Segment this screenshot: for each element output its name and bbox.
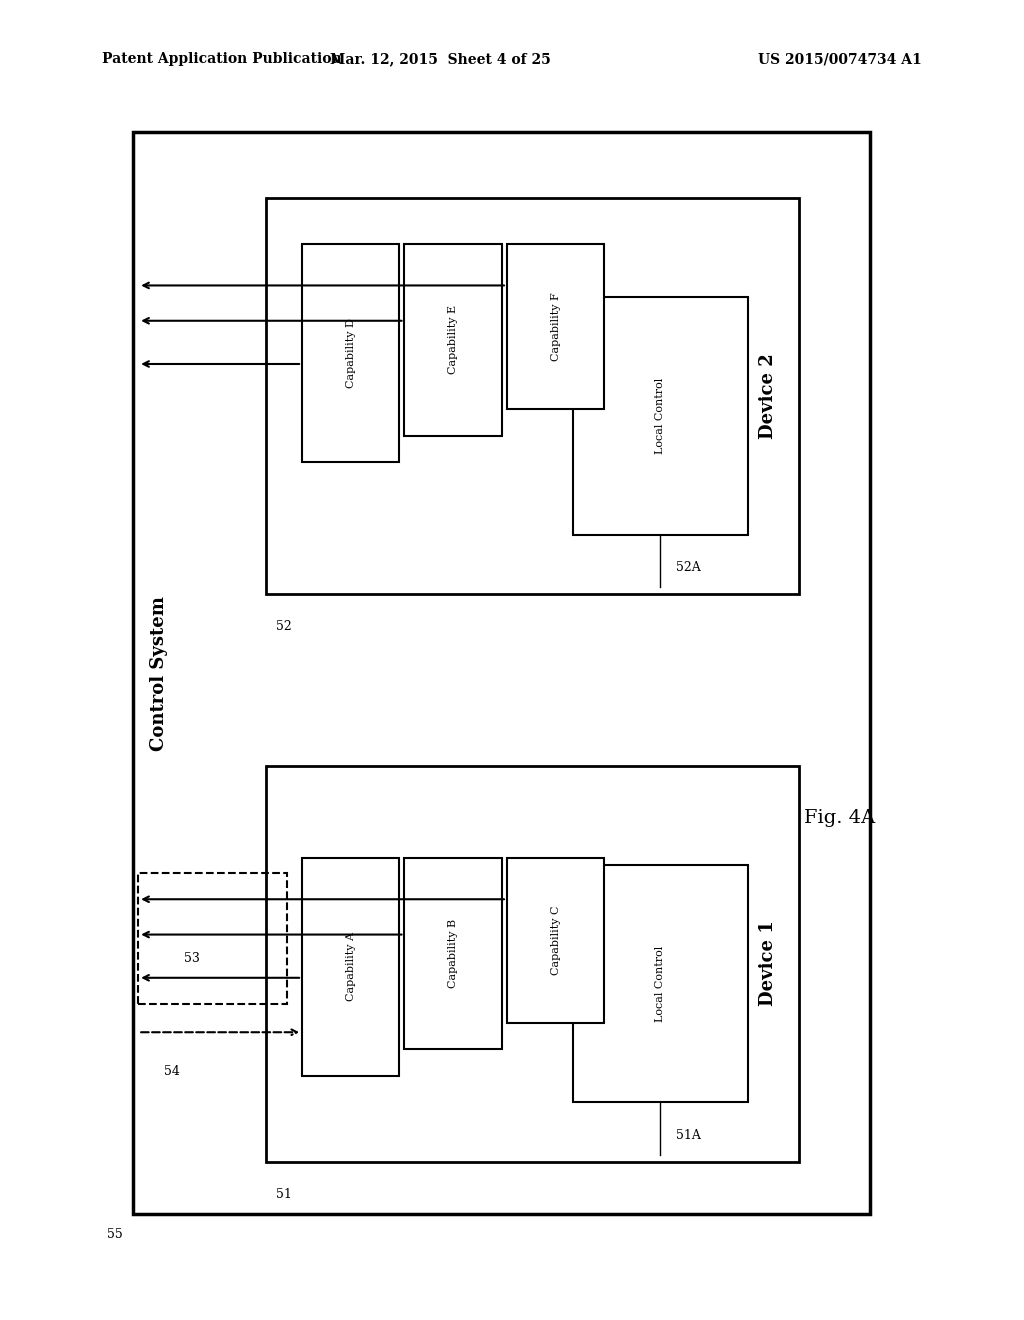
Bar: [507, 858, 604, 1023]
Text: 52: 52: [276, 620, 292, 634]
Bar: [133, 132, 870, 1214]
Bar: [266, 198, 799, 594]
Text: 55: 55: [108, 1228, 123, 1241]
Bar: [266, 766, 799, 1162]
Text: Local Control: Local Control: [655, 378, 666, 454]
Text: 51: 51: [276, 1188, 293, 1201]
Text: Fig. 4A: Fig. 4A: [804, 809, 876, 828]
Text: Mar. 12, 2015  Sheet 4 of 25: Mar. 12, 2015 Sheet 4 of 25: [330, 53, 551, 66]
Bar: [507, 244, 604, 409]
Text: Device 1: Device 1: [759, 921, 777, 1006]
Bar: [302, 858, 399, 1076]
Bar: [138, 873, 287, 1005]
Bar: [404, 858, 502, 1049]
Bar: [573, 297, 748, 535]
Text: Capability E: Capability E: [449, 305, 458, 375]
Text: Local Control: Local Control: [655, 945, 666, 1022]
Text: Capability A: Capability A: [346, 932, 355, 1002]
Text: US 2015/0074734 A1: US 2015/0074734 A1: [758, 53, 922, 66]
Text: 53: 53: [184, 952, 201, 965]
Text: Capability B: Capability B: [449, 919, 458, 989]
Text: Capability C: Capability C: [551, 906, 560, 975]
Text: 51A: 51A: [676, 1129, 700, 1142]
Text: Patent Application Publication: Patent Application Publication: [102, 53, 342, 66]
Bar: [404, 244, 502, 436]
Bar: [573, 865, 748, 1102]
Text: 54: 54: [164, 1065, 180, 1078]
Text: Capability F: Capability F: [551, 292, 560, 362]
Text: Capability D: Capability D: [346, 318, 355, 388]
Text: 52A: 52A: [676, 561, 700, 574]
Text: Control System: Control System: [150, 595, 168, 751]
Bar: [302, 244, 399, 462]
Text: Device 2: Device 2: [759, 354, 777, 438]
